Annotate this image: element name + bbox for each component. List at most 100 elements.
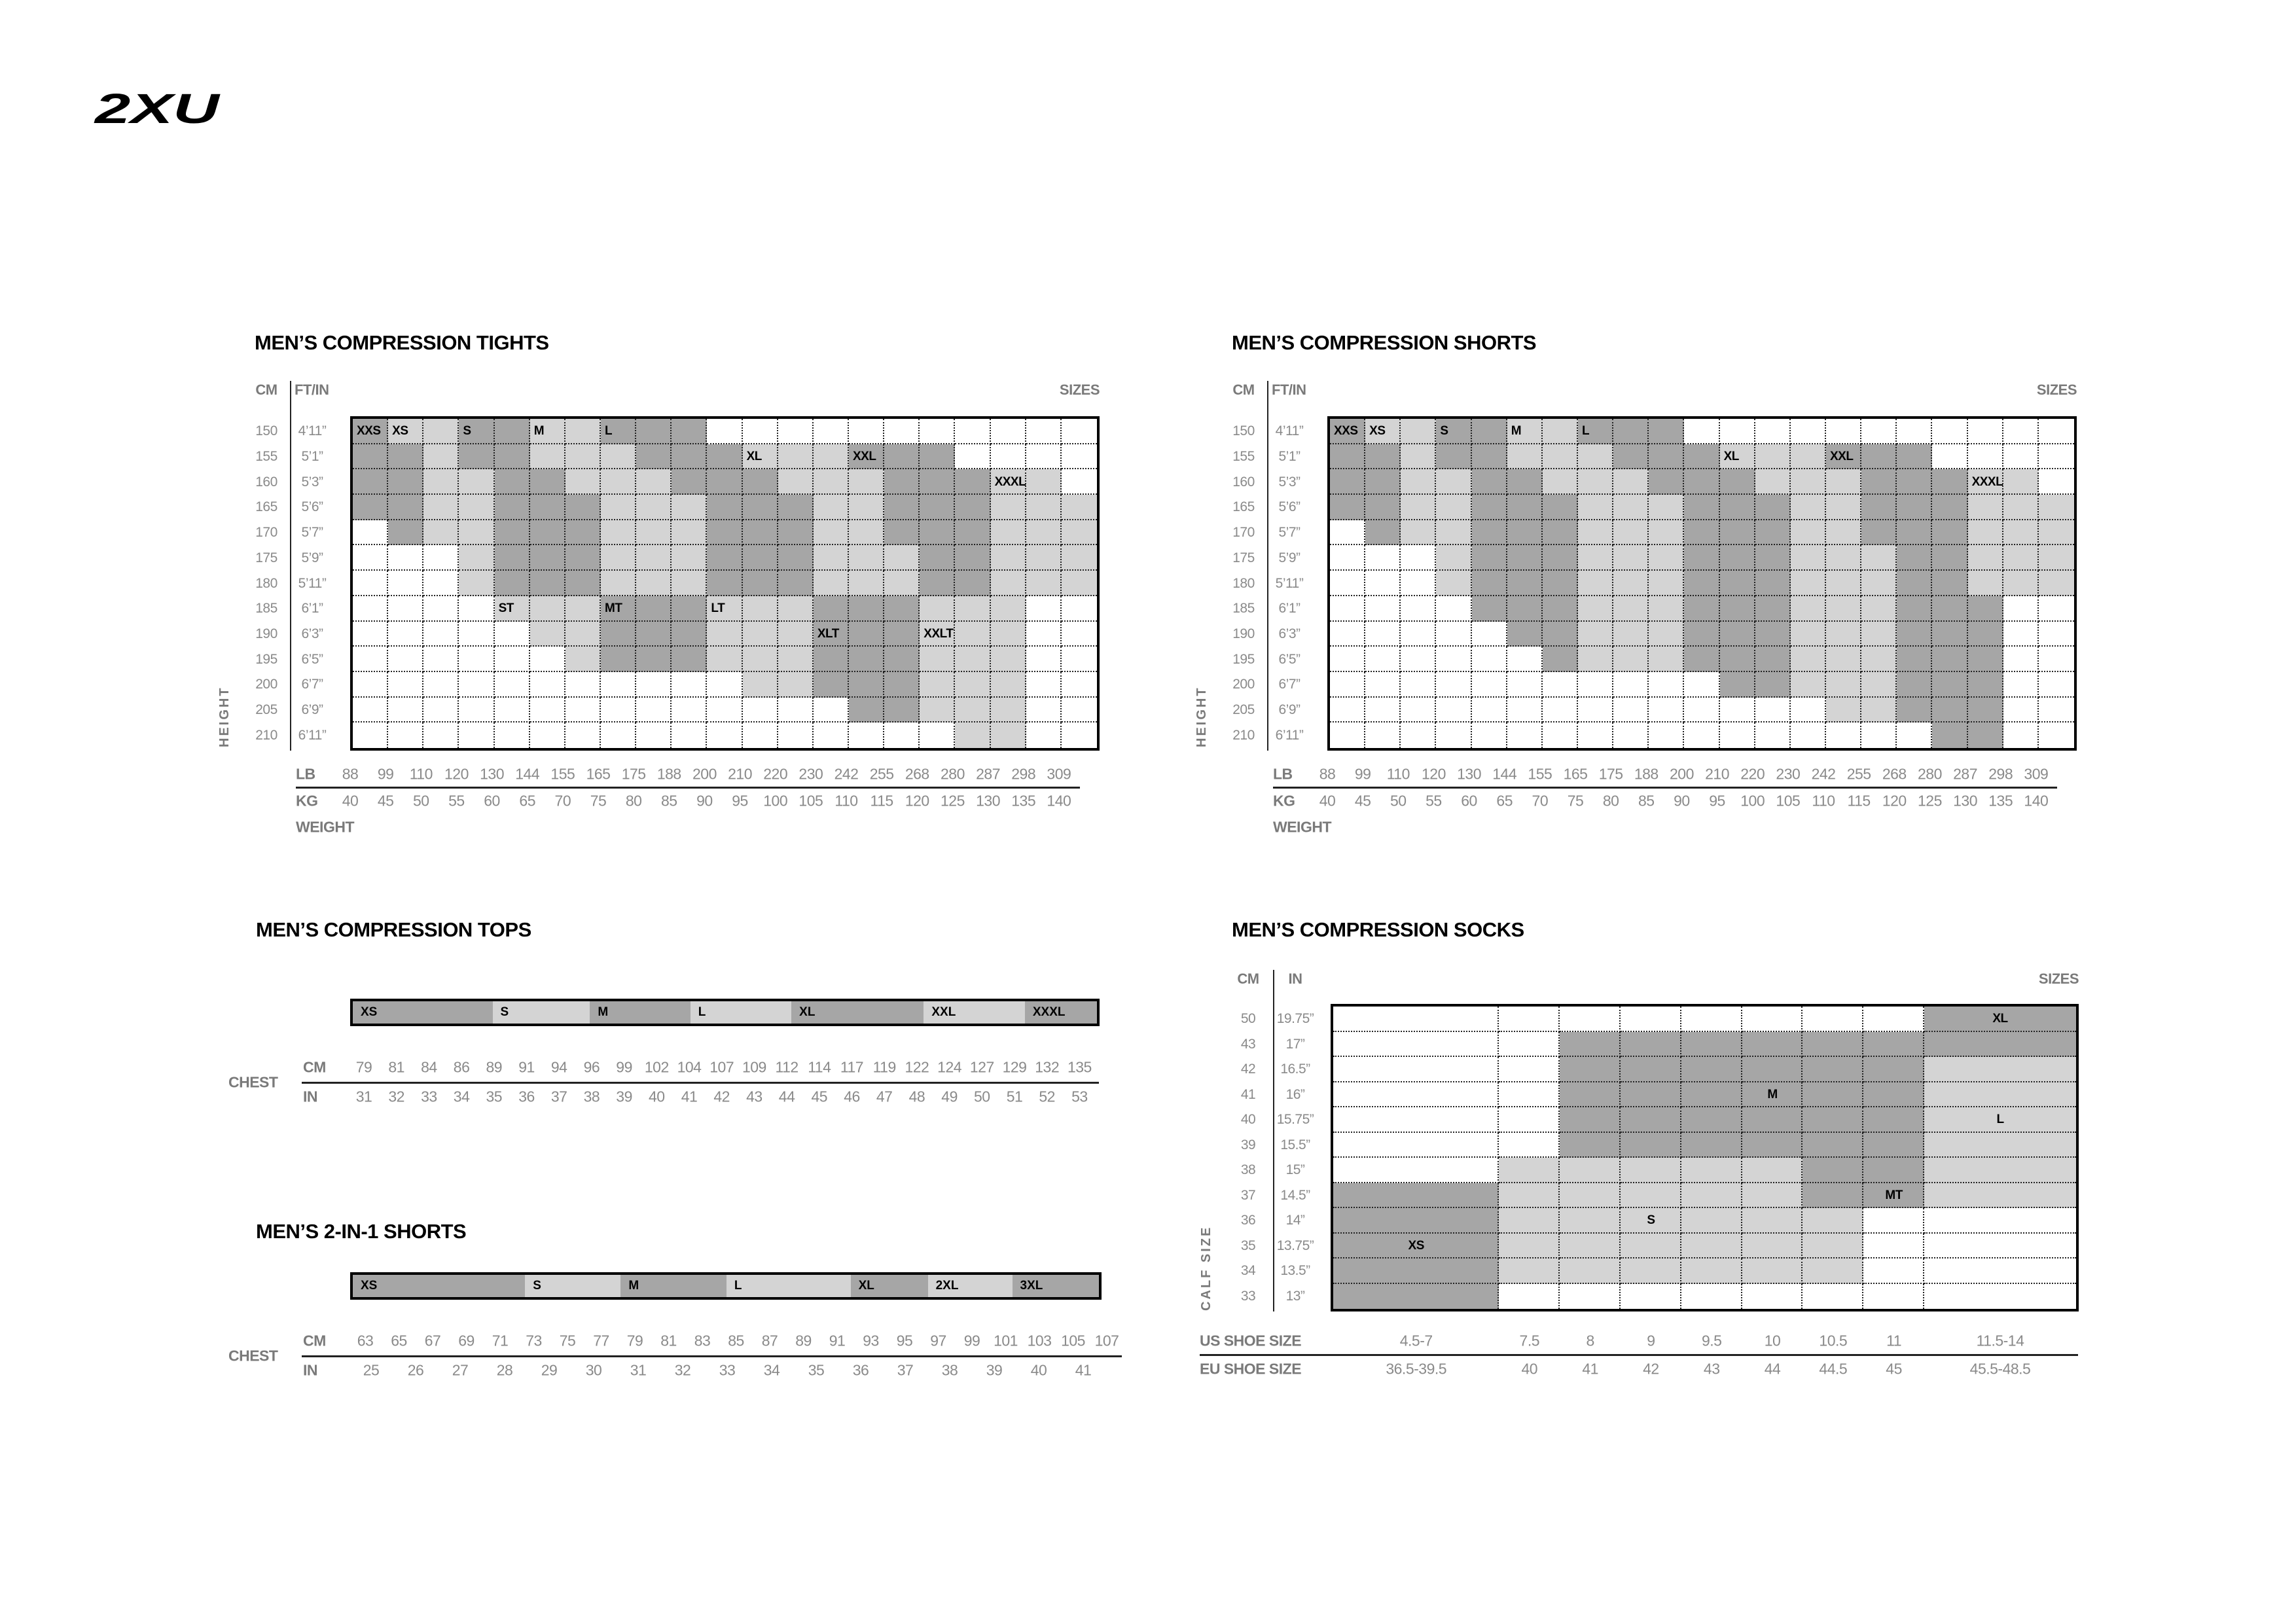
size-segment: L: [690, 1001, 792, 1024]
lb-value: 280: [1917, 765, 1942, 783]
grid-cell: [1621, 1283, 1681, 1309]
chest-cm-value: 86: [453, 1058, 470, 1076]
grid-cell: [1684, 647, 1720, 672]
grid-cell: [1471, 444, 1507, 470]
calf-in-label: 17”: [1285, 1036, 1305, 1052]
calf-axis-label: CALF SIZE: [1199, 1225, 1213, 1311]
kg-value: 140: [1047, 792, 1071, 810]
grid-cell: [1436, 444, 1472, 470]
grid-cell: [1803, 1132, 1864, 1158]
grid-cell: [849, 647, 885, 672]
grid-cell: [2003, 697, 2039, 723]
grid-cell: [1861, 469, 1897, 495]
grid-cell: [990, 419, 1026, 444]
lb-value: 220: [763, 765, 788, 783]
grid-cell: [636, 419, 672, 444]
height-ftin-label: 6’9”: [1278, 702, 1300, 717]
socks-title: MEN’S COMPRESSION SOCKS: [1232, 918, 1524, 941]
grid-cell: [1401, 697, 1437, 723]
grid-cell: [529, 722, 565, 748]
grid-cell: [494, 520, 530, 546]
grid-cell: [1026, 469, 1062, 495]
size-label: M: [533, 424, 545, 438]
size-label: XXL: [853, 450, 876, 464]
grid-cell: [1803, 1107, 1864, 1133]
grid-cell: [920, 469, 956, 495]
grid-cell: [353, 596, 389, 622]
chest-cm-value: 127: [969, 1058, 994, 1076]
lb-value: 268: [905, 765, 929, 783]
grid-cell: [884, 621, 920, 647]
grid-cell: [1436, 671, 1472, 698]
height-cm-label: 155: [1232, 449, 1255, 465]
height-ftin-label: 4’11”: [298, 423, 327, 439]
grid-cell: [2003, 647, 2039, 672]
chest-cm-value: 75: [559, 1332, 576, 1349]
grid-cell: [1330, 596, 1366, 622]
grid-cell: [1621, 1208, 1681, 1234]
grid-cell: [1681, 1132, 1742, 1158]
lb-value: 287: [1953, 765, 1977, 783]
grid-cell: [1826, 722, 1862, 748]
grid-cell: [1863, 1007, 1924, 1032]
grid-cell: [494, 444, 530, 470]
grid-cell: [1790, 469, 1826, 495]
lb-value: 255: [869, 765, 894, 783]
grid-cell: [1499, 1283, 1560, 1309]
grid-cell: [1861, 647, 1897, 672]
grid-cell: [920, 621, 956, 647]
grid-cell: [990, 444, 1026, 470]
lb-value: 188: [656, 765, 681, 783]
grid-cell: [1932, 596, 1968, 622]
grid-cell: [1967, 647, 2003, 672]
lb-value: 175: [1598, 765, 1623, 783]
grid-cell: [1026, 621, 1062, 647]
height-ftin-label: 5’9”: [301, 550, 323, 565]
chest-in-value: 40: [649, 1088, 665, 1105]
socks-size-grid: XL M L MT S XS: [1331, 1004, 2079, 1311]
grid-cell: [459, 444, 495, 470]
chest-in-value: 28: [496, 1361, 513, 1379]
kg-value: 100: [1740, 792, 1765, 810]
grid-cell: [1471, 671, 1507, 698]
grid-cell: [1507, 444, 1543, 470]
kg-value: 80: [625, 792, 642, 810]
grid-cell: [1684, 545, 1720, 571]
height-cm-label: 205: [1232, 702, 1255, 717]
grid-cell: [920, 520, 956, 546]
height-ftin-label: 5’1”: [301, 449, 323, 465]
grid-cell: [778, 520, 814, 546]
height-axis-label: HEIGHT: [1194, 686, 1209, 747]
grid-cell: [1542, 697, 1578, 723]
chest-in-value: 33: [421, 1088, 437, 1105]
grid-cell: [2038, 469, 2074, 495]
grid-cell: [388, 419, 424, 444]
grid-cell: [388, 697, 424, 723]
grid-cell: [1742, 1258, 1803, 1284]
grid-cell: [459, 697, 495, 723]
kg-value: 70: [1532, 792, 1549, 810]
grid-cell: [1613, 571, 1649, 596]
grid-cell: [1365, 722, 1401, 748]
chest-cm-value: 91: [829, 1332, 846, 1349]
grid-cell: [707, 722, 743, 748]
eu-shoe-value: 42: [1643, 1360, 1659, 1378]
kg-value: 105: [1776, 792, 1801, 810]
grid-cell: [849, 469, 885, 495]
kg-value: 105: [798, 792, 823, 810]
grid-cell: [1932, 571, 1968, 596]
grid-cell: [636, 571, 672, 596]
chest-divider: [302, 1081, 1099, 1084]
grid-cell: [1684, 469, 1720, 495]
grid-cell: [1826, 444, 1862, 470]
chest-in-value: 52: [1039, 1088, 1055, 1105]
height-cm-label: 185: [1232, 601, 1255, 616]
grid-cell: [1803, 1183, 1864, 1208]
size-label: S: [500, 1005, 509, 1019]
grid-cell: [1924, 1183, 2076, 1208]
grid-cell: [1719, 722, 1755, 748]
grid-cell: [1026, 495, 1062, 520]
grid-cell: [1649, 495, 1685, 520]
grid-cell: [1742, 1082, 1803, 1107]
chest-cm-value: 112: [775, 1058, 799, 1076]
